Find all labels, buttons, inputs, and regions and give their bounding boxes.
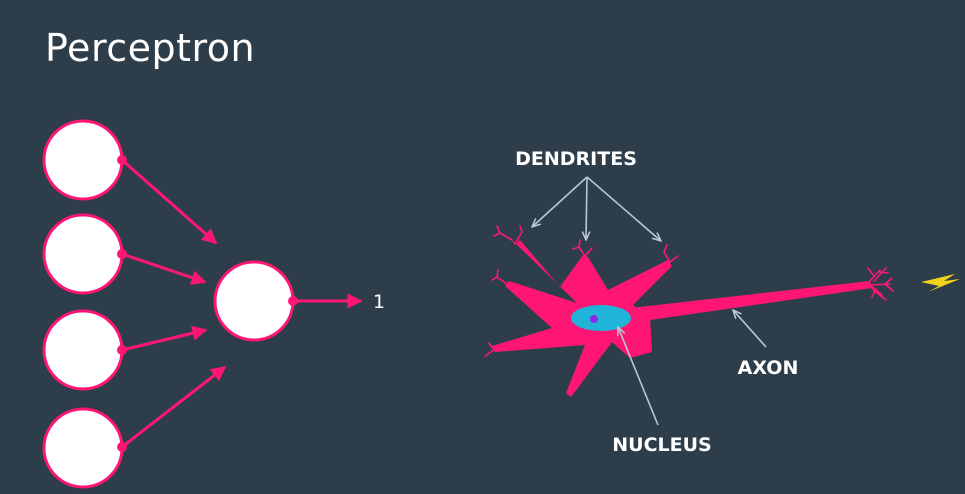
input-connector-dot-3: [117, 345, 127, 355]
input-connector-dot-1: [117, 155, 127, 165]
input-node-3: [42, 309, 124, 391]
neuron-illustration: [484, 225, 960, 397]
input-node-4: [42, 407, 124, 489]
input-connector-dot-2: [117, 249, 127, 259]
axon-pointer: [733, 310, 767, 348]
nucleus-label: NUCLEUS: [612, 434, 711, 456]
input-connector-dot-4: [117, 442, 127, 452]
dendrites-pointer-right: [586, 176, 661, 241]
page-title: Perceptron: [45, 26, 256, 70]
axon-terminals: [867, 267, 894, 301]
dendrite-terminals: [484, 225, 679, 357]
dendrites-label: DENDRITES: [515, 148, 637, 170]
perceptron-diagram: 1: [42, 119, 385, 489]
input-node-1: [42, 119, 124, 201]
input-edge-1: [121, 158, 218, 245]
dendrites-pointer-center: [586, 176, 587, 240]
nucleus-core: [590, 315, 598, 323]
dendrites-pointer-left: [532, 176, 588, 227]
axon-fiber: [630, 281, 872, 322]
axon-label: AXON: [738, 357, 799, 379]
output-node: [213, 260, 295, 342]
input-edge-2: [121, 252, 207, 285]
nucleus-pointer: [618, 327, 659, 426]
nucleus: [571, 305, 631, 331]
input-node-2: [42, 213, 124, 295]
output-label: 1: [373, 291, 385, 313]
lightning-bolt-icon: [921, 274, 960, 292]
neuron-labels: DENDRITES AXON NUCLEUS: [515, 148, 798, 456]
input-edge-3: [121, 325, 208, 352]
input-edge-4: [121, 365, 227, 449]
